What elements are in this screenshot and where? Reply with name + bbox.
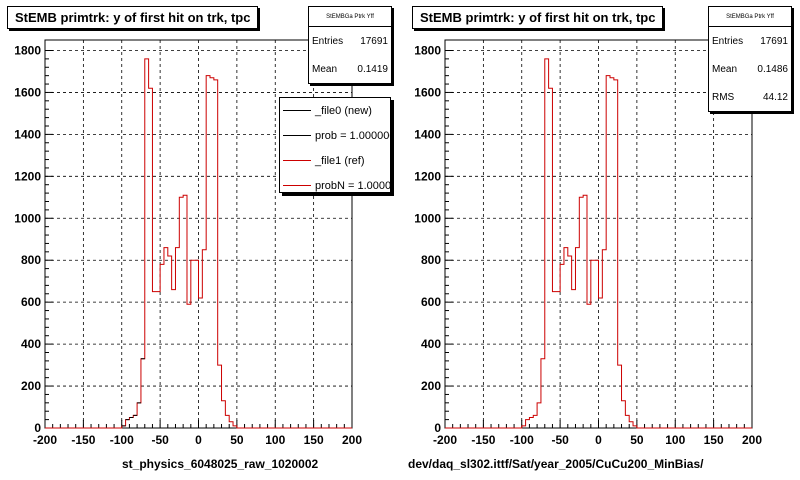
right-y-tick-label: 1200	[414, 169, 441, 183]
right-plot-title: StEMB primtrk: y of first hit on trk, tp…	[412, 6, 664, 29]
right-x-tick-label: -150	[471, 433, 495, 447]
right-stats-rms: RMS 44.12	[712, 91, 788, 103]
left-y-tick-label: 1200	[14, 169, 41, 183]
left-series-0	[45, 58, 352, 429]
right-x-tick-label: 150	[704, 433, 724, 447]
left-y-tick-label: 800	[21, 253, 41, 267]
right-x-tick-label: 50	[630, 433, 644, 447]
left-x-tick-label: -150	[71, 433, 95, 447]
left-y-tick-label: 0	[34, 421, 41, 435]
right-stats-mean: Mean 0.1486	[712, 63, 788, 75]
left-x-tick-label: 200	[342, 433, 362, 447]
right-x-tick-label: -50	[551, 433, 569, 447]
left-x-axis-label: st_physics_6048025_raw_1020002	[122, 457, 319, 471]
left-stats-header: StEMBGa Ptrk Yff	[309, 7, 391, 27]
legend-entry-prob: prob = 1.000000	[280, 123, 390, 148]
left-y-tick-label: 200	[21, 379, 41, 393]
right-y-tick-label: 1400	[414, 127, 441, 141]
right-x-tick-label: -200	[433, 433, 457, 447]
right-y-tick-label: 1600	[414, 85, 441, 99]
legend-entry-probn: probN = 1.000000	[280, 173, 390, 192]
left-x-tick-label: 150	[304, 433, 324, 447]
right-x-tick-label: -100	[510, 433, 534, 447]
left-stats-entries: Entries 17691	[312, 35, 388, 47]
right-stats-entries: Entries 17691	[712, 35, 788, 47]
right-stats-box: StEMBGa Ptrk Yff Entries 17691 Mean 0.1486…	[708, 6, 792, 112]
left-y-tick-label: 400	[21, 337, 41, 351]
left-x-tick-label: -50	[151, 433, 169, 447]
left-y-tick-label: 600	[21, 295, 41, 309]
left-x-tick-label: 100	[265, 433, 285, 447]
right-y-tick-label: 200	[421, 379, 441, 393]
right-y-tick-label: 0	[434, 421, 441, 435]
right-x-tick-label: 200	[742, 433, 762, 447]
left-y-tick-label: 1400	[14, 127, 41, 141]
left-x-tick-label: -200	[33, 433, 57, 447]
legend-entry-file1: _file1 (ref)	[280, 148, 390, 173]
right-y-tick-label: 600	[421, 295, 441, 309]
left-plot-title: StEMB primtrk: y of first hit on trk, tp…	[7, 6, 259, 29]
left-stats-mean: Mean 0.1419	[312, 63, 388, 75]
left-series-1	[121, 358, 145, 427]
right-series-0	[445, 58, 752, 429]
left-y-tick-label: 1000	[14, 211, 41, 225]
right-y-tick-label: 1800	[414, 43, 441, 57]
left-x-tick-label: 50	[230, 433, 244, 447]
left-legend: _file0 (new) prob = 1.000000 _file1 (ref…	[279, 97, 391, 193]
right-stats-header: StEMBGa Ptrk Yff	[709, 7, 791, 27]
right-y-tick-label: 400	[421, 337, 441, 351]
left-x-tick-label: -100	[110, 433, 134, 447]
left-x-tick-label: 0	[195, 433, 202, 447]
left-y-tick-label: 1800	[14, 43, 41, 57]
right-x-axis-label: dev/daq_sl302.ittf/Sat/year_2005/CuCu200…	[408, 457, 704, 471]
left-stats-box: StEMBGa Ptrk Yff Entries 17691 Mean 0.1419	[308, 6, 392, 84]
right-x-tick-label: 0	[595, 433, 602, 447]
legend-entry-file0: _file0 (new)	[280, 98, 390, 123]
right-y-tick-label: 1000	[414, 211, 441, 225]
right-y-tick-label: 800	[421, 253, 441, 267]
left-y-tick-label: 1600	[14, 85, 41, 99]
right-x-tick-label: 100	[665, 433, 685, 447]
